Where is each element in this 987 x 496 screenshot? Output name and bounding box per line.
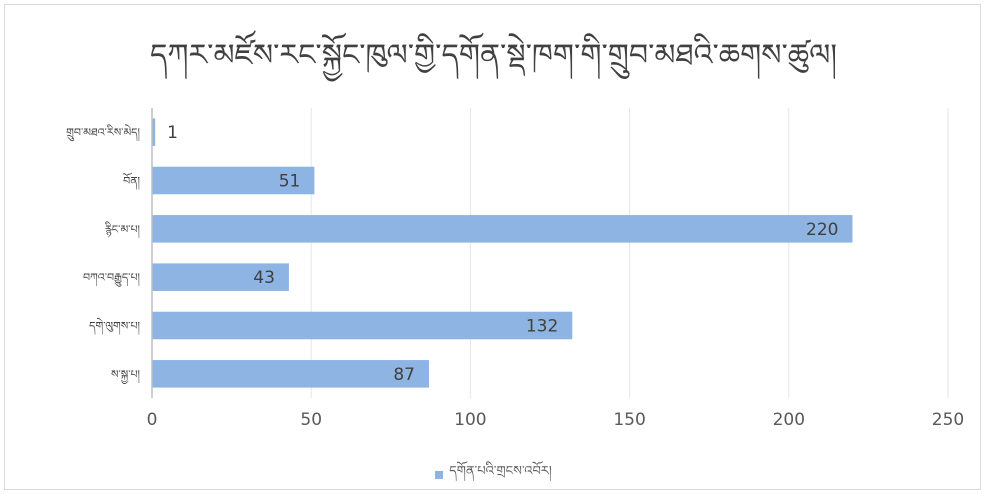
category-label: བཀའ་བརྒྱུད་པ། <box>83 271 141 287</box>
x-tick-label: 200 <box>773 410 805 430</box>
bars: 1 51 220 43 132 87 <box>152 118 853 388</box>
data-label: 51 <box>279 172 301 192</box>
axes: 0 50 100 150 200 250 གྲུབ་མཐའ་རིས་མེད། བོན། རྙིང… <box>66 108 964 430</box>
legend-swatch <box>435 470 444 479</box>
bar <box>152 263 289 291</box>
x-tick-label: 0 <box>147 410 158 430</box>
legend: དགོན་པའི་གྲངས་འབོར། <box>0 456 987 493</box>
grid-lines <box>310 108 949 398</box>
bar <box>152 166 315 195</box>
data-label: 1 <box>167 123 178 143</box>
category-label: ས་སྐྱ་པ། <box>111 368 141 385</box>
chart-title: དཀར་མཛོས་རང་སྐྱོང་ཁུལ་གྱི་དགོན་སྡེ་ཁག་གི… <box>150 38 837 73</box>
x-tick-label: 250 <box>932 410 964 430</box>
legend-label: དགོན་པའི་གྲངས་འབོར། <box>449 464 552 479</box>
x-tick-label: 100 <box>454 410 486 430</box>
bar <box>152 118 156 146</box>
bar <box>152 215 853 243</box>
x-tick-label: 150 <box>613 410 645 430</box>
data-label: 43 <box>253 268 275 288</box>
category-label: གྲུབ་མཐའ་རིས་མེད། <box>66 124 140 142</box>
category-label: དགེ་ལུགས་པ། <box>89 318 140 336</box>
data-label: 132 <box>526 317 558 337</box>
data-label: 87 <box>393 365 415 385</box>
x-tick-label: 50 <box>300 410 322 430</box>
bar <box>152 311 573 340</box>
category-label: བོན། <box>123 173 141 191</box>
data-label: 220 <box>806 220 838 240</box>
chart-frame <box>4 4 981 490</box>
category-label: རྙིང་མ་པ། <box>105 221 141 239</box>
bar <box>152 360 430 388</box>
